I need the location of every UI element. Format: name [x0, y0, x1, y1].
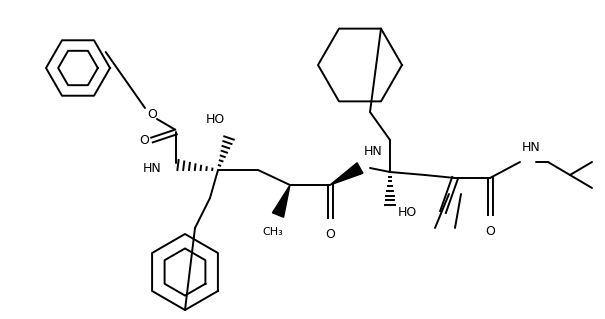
Polygon shape — [272, 185, 290, 217]
Text: O: O — [485, 225, 495, 238]
Text: HN: HN — [522, 141, 541, 154]
Text: O: O — [325, 228, 335, 241]
Text: O: O — [139, 133, 149, 146]
Text: HO: HO — [205, 113, 224, 126]
Text: HO: HO — [398, 205, 417, 219]
Text: CH₃: CH₃ — [263, 227, 283, 237]
Text: O: O — [147, 108, 157, 121]
Text: HN: HN — [364, 145, 383, 158]
Text: HN: HN — [143, 162, 162, 175]
Polygon shape — [330, 163, 363, 185]
